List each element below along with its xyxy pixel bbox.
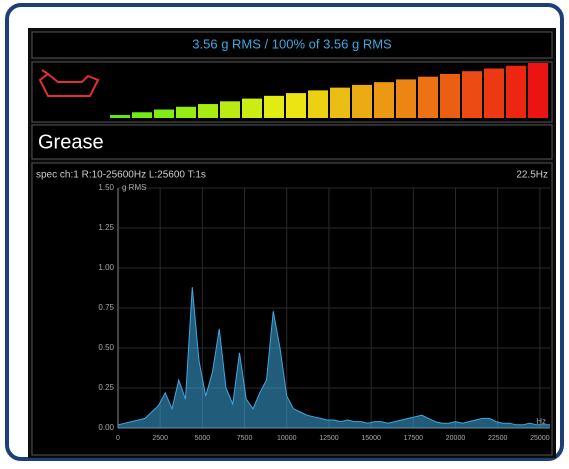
rms-text: 3.56 g RMS / 100% of 3.56 g RMS <box>192 36 392 51</box>
y-tick-label: 1.00 <box>98 263 114 272</box>
y-tick-label: 0.75 <box>98 303 114 312</box>
gauge-bar <box>374 82 394 118</box>
gauge-bar <box>110 115 130 118</box>
gauge-bar <box>308 90 328 118</box>
gauge-bar <box>484 68 504 118</box>
y-tick-label: 1.50 <box>98 183 114 192</box>
x-tick-label: 15000 <box>361 435 381 442</box>
gauge-bar <box>132 112 152 118</box>
x-tick-label: 12500 <box>319 435 339 442</box>
gauge-bar <box>242 98 262 118</box>
label-panel <box>31 124 553 160</box>
gauge-bar <box>330 87 350 118</box>
gauge-bar <box>286 93 306 118</box>
y-tick-label: 1.25 <box>98 223 114 232</box>
x-tick-label: 17500 <box>404 435 424 442</box>
gauge-bar <box>528 63 548 118</box>
header-bar <box>31 31 553 59</box>
spec-info: spec ch:1 R:10-25600Hz L:25600 T:1s <box>36 170 206 181</box>
gauge-bar <box>154 109 174 118</box>
y-tick-label: 0.00 <box>98 423 114 432</box>
x-tick-label: 7500 <box>237 435 253 442</box>
x-tick-label: 2500 <box>152 435 168 442</box>
spectrum-line <box>117 287 550 426</box>
spectrum-area <box>118 287 550 428</box>
x-tick-label: 0 <box>116 435 120 442</box>
y-axis-label: g RMS <box>122 183 146 192</box>
gauge-bar <box>396 79 416 118</box>
y-tick-label: 0.50 <box>98 343 114 352</box>
gauge-bar <box>506 65 526 118</box>
gauge-bar <box>418 76 438 118</box>
gauge-bar <box>462 71 482 118</box>
gauge-bar <box>352 84 372 118</box>
y-tick-label: 0.25 <box>98 383 114 392</box>
plot: 0.00 0.25 0.50 0.75 1.00 1.25 1.50 0 2500 5000 750… <box>98 183 550 442</box>
gauge-bar <box>440 73 460 118</box>
x-tick-label: 10000 <box>277 435 297 442</box>
x-tick-label: 20000 <box>446 435 466 442</box>
gauge-bar <box>198 104 218 118</box>
cursor-freq: 22.5Hz <box>516 170 548 181</box>
oil-can-icon <box>38 69 100 97</box>
gauge-bar <box>176 106 196 118</box>
x-tick-label: 25000 <box>530 435 550 442</box>
gauge <box>110 63 548 118</box>
x-axis-label: Hz <box>536 417 546 426</box>
gauge-bar <box>220 101 240 118</box>
x-tick-label: 22500 <box>488 435 508 442</box>
x-tick-label: 5000 <box>195 435 211 442</box>
gauge-bar <box>264 95 284 118</box>
label-text: Grease <box>38 131 104 153</box>
